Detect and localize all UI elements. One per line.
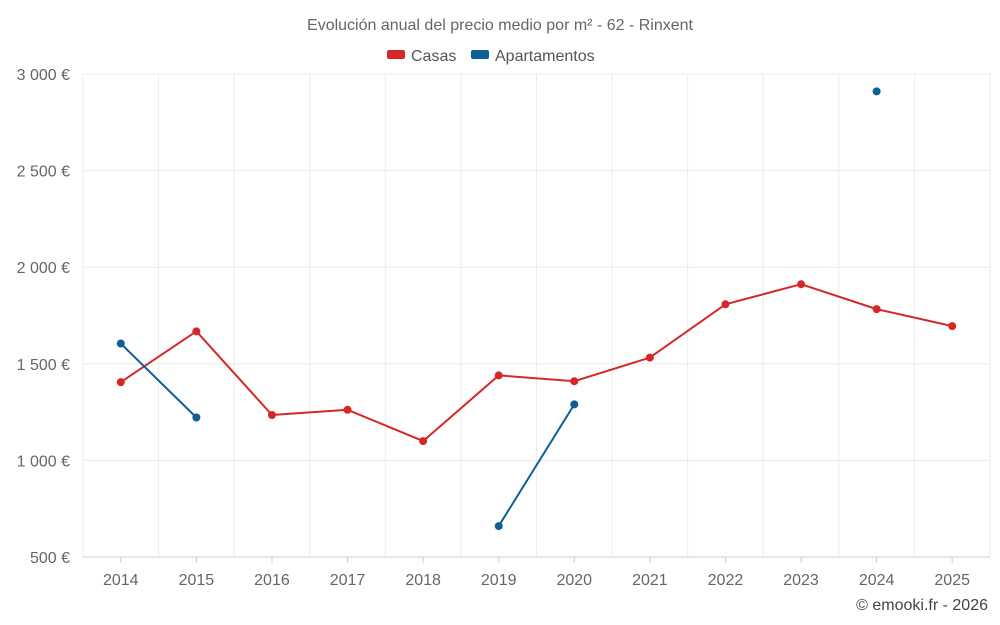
data-point-apartamentos-2014[interactable] <box>116 339 125 348</box>
data-point-casas-2017[interactable] <box>343 405 352 414</box>
data-point-casas-2020[interactable] <box>570 377 579 386</box>
data-point-casas-2025[interactable] <box>948 322 957 331</box>
x-tick-label: 2022 <box>708 572 744 589</box>
chart-title: Evolución anual del precio medio por m² … <box>307 17 694 34</box>
y-tick-label: 1 500 € <box>17 357 70 374</box>
data-point-casas-2024[interactable] <box>872 305 881 314</box>
x-tick-label: 2023 <box>783 572 819 589</box>
data-point-casas-2019[interactable] <box>494 371 503 380</box>
y-tick-label: 3 000 € <box>17 67 70 84</box>
x-tick-label: 2018 <box>405 572 441 589</box>
data-point-apartamentos-2020[interactable] <box>570 400 579 409</box>
data-point-apartamentos-2015[interactable] <box>192 413 201 422</box>
data-series <box>116 87 957 531</box>
y-tick-label: 1 000 € <box>17 453 70 470</box>
x-tick-label: 2024 <box>859 572 895 589</box>
chart-legend: Casas Apartamentos <box>387 48 595 65</box>
data-point-apartamentos-2019[interactable] <box>494 522 503 531</box>
axes: 500 € 1 000 € 1 500 € 2 000 € 2 500 € 3 000 €… <box>17 67 990 589</box>
grid-lines <box>82 73 991 557</box>
x-tick-label: 2019 <box>481 572 517 589</box>
x-tick-label: 2020 <box>556 572 592 589</box>
legend-label-casas: Casas <box>411 48 456 65</box>
series-line-casas <box>120 283 953 443</box>
data-point-casas-2014[interactable] <box>116 378 125 387</box>
y-tick-label: 2 500 € <box>17 164 70 181</box>
legend-swatch-casas <box>387 50 405 59</box>
x-tick-label: 2025 <box>934 572 970 589</box>
legend-item-casas[interactable]: Casas <box>387 48 456 65</box>
credit-text: © emooki.fr - 2026 <box>856 597 988 614</box>
data-point-casas-2018[interactable] <box>419 437 428 446</box>
data-point-casas-2023[interactable] <box>797 280 806 289</box>
y-tick-label: 500 € <box>30 550 70 567</box>
x-tick-label: 2017 <box>330 572 366 589</box>
series-line-apartamentos <box>120 342 198 419</box>
legend-item-apartamentos[interactable]: Apartamentos <box>471 48 595 65</box>
legend-label-apartamentos: Apartamentos <box>495 48 595 65</box>
data-point-apartamentos-2024[interactable] <box>872 87 881 96</box>
series-apartamentos <box>116 87 881 531</box>
series-casas <box>116 280 957 446</box>
x-tick-label: 2016 <box>254 572 290 589</box>
data-point-casas-2015[interactable] <box>192 327 201 336</box>
legend-swatch-apartamentos <box>471 50 489 59</box>
data-point-casas-2021[interactable] <box>645 353 654 362</box>
x-tick-label: 2021 <box>632 572 668 589</box>
data-point-casas-2022[interactable] <box>721 300 730 309</box>
series-line-apartamentos <box>497 403 576 527</box>
y-tick-label: 2 000 € <box>17 260 70 277</box>
data-point-casas-2016[interactable] <box>267 410 276 419</box>
x-tick-label: 2015 <box>179 572 215 589</box>
x-tick-label: 2014 <box>103 572 139 589</box>
